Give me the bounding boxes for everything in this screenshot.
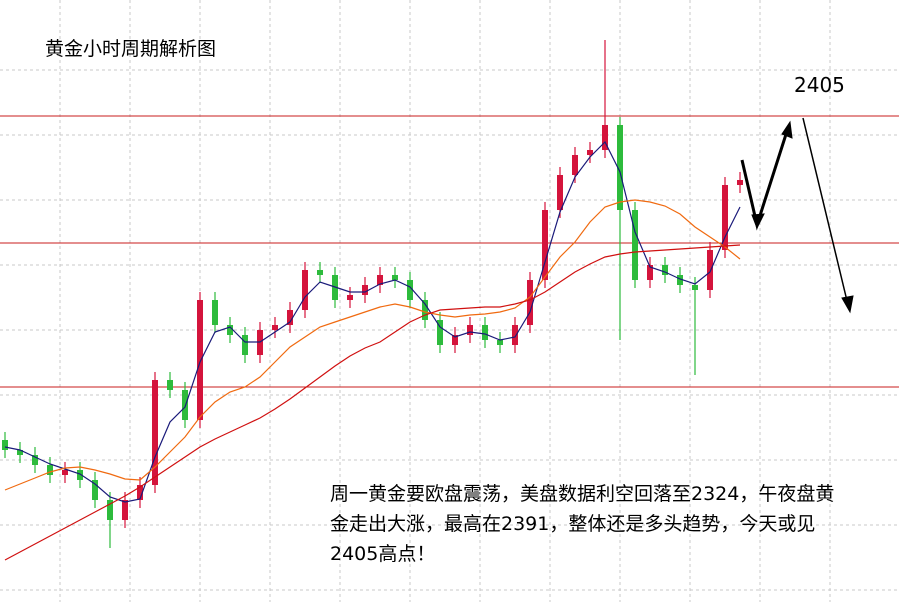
candle-body [587,150,593,155]
candle-body [407,280,413,300]
candle-body [647,265,653,280]
candle-body [482,325,488,340]
candle-body [182,390,188,420]
candle-body [677,275,683,285]
candle-body [467,325,473,335]
candle-body [722,185,728,250]
candle-body [62,470,68,475]
candle-body [737,180,743,185]
candle-body [2,440,8,450]
candle-body [437,320,443,345]
candle-body [527,280,533,325]
candle-body [542,210,548,280]
candle-body [122,500,128,520]
moving-average-line [4,140,741,503]
moving-average-line [4,199,741,491]
candle-body [392,275,398,280]
candle-body [77,470,83,480]
candle-body [302,270,308,310]
candle-body [602,125,608,150]
candle-body [242,335,248,355]
candle-body [617,125,623,210]
candle-body [377,275,383,285]
chart-title: 黄金小时周期解析图 [45,38,216,60]
candle-body [692,285,698,290]
candle-body [92,480,98,500]
candle-body [47,465,53,475]
forecast-arrows [740,117,854,314]
candle-body [287,310,293,325]
plot-area [0,40,899,561]
candle-body [632,210,638,280]
annotation-line: 金走出大涨，最高在2391，整体还是多头趋势，今天或见 [330,513,815,535]
candle-body [107,500,113,520]
candle-body [572,155,578,175]
candle-body [197,300,203,420]
annotation-line: 周一黄金要欧盘震荡，美盘数据利空回落至2324，午夜盘黄 [330,483,834,505]
moving-average-line [4,244,741,561]
annotation-line: 2405高点！ [330,543,435,565]
candle-body [707,250,713,290]
candle-body [167,380,173,390]
candle-body [422,300,428,320]
candle-body [362,285,368,295]
candle-body [347,295,353,300]
target-label: 2405 [794,73,845,97]
candle-body [17,450,23,455]
candle-body [557,175,563,210]
candle-body [137,485,143,500]
candle-body [497,340,503,345]
candle-body [152,380,158,485]
candle-body [272,325,278,330]
candle-body [212,300,218,325]
candle-body [317,270,323,275]
candle-body [452,335,458,345]
candle-body [32,455,38,465]
candle-body [662,265,668,275]
candle-body [512,325,518,345]
candle-body [227,325,233,335]
